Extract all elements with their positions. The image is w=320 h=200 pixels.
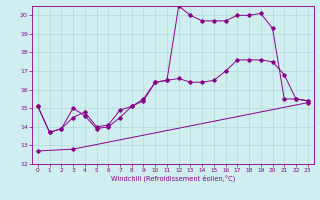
X-axis label: Windchill (Refroidissement éolien,°C): Windchill (Refroidissement éolien,°C) <box>111 175 235 182</box>
